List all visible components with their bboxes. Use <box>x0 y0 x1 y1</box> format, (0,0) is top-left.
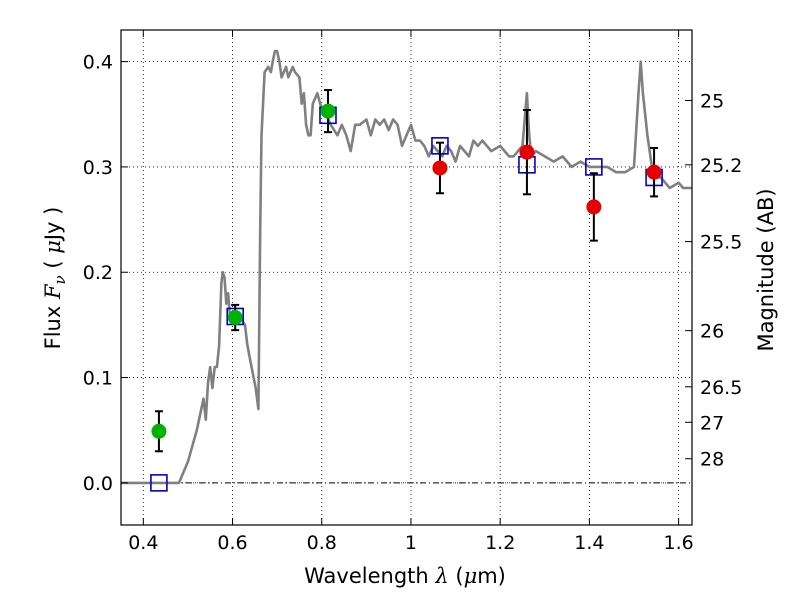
x-tick-label: 1.6 <box>664 532 694 554</box>
grid-lines <box>121 30 692 525</box>
y-tick-label: 0.3 <box>83 157 113 179</box>
magnitude-tick-label: 27 <box>700 412 724 434</box>
y-axis-ticks: 0.0 0.1 0.2 0.3 0.4 <box>83 52 128 495</box>
y-tick-label: 0.0 <box>83 473 113 495</box>
observed-flux-point <box>646 164 662 180</box>
x-axis-label: Wavelength λ (μm) <box>304 564 506 588</box>
micro-symbol: μ <box>464 564 478 588</box>
y-axis-label: Flux Fν ( μJy ) <box>41 207 69 350</box>
x-tick-label: 0.8 <box>307 532 337 554</box>
x-tick-label: 1 <box>405 532 417 554</box>
magnitude-tick-label: 28 <box>700 449 724 471</box>
x-tick-label: 0.6 <box>217 532 247 554</box>
observed-flux-point <box>227 310 243 326</box>
magnitude-tick-label: 25.2 <box>700 155 742 177</box>
observed-flux-markers <box>151 89 662 453</box>
x-tick-label: 0.4 <box>128 532 158 554</box>
x-tick-label: 1.4 <box>574 532 604 554</box>
observed-flux-point <box>586 199 602 215</box>
y-tick-label: 0.4 <box>83 52 113 74</box>
model-spectrum-line <box>121 49 692 485</box>
y-tick-label: 0.2 <box>83 262 113 284</box>
magnitude-tick-label: 25.5 <box>700 232 742 254</box>
magnitude-tick-label: 26 <box>700 321 724 343</box>
f-symbol: F <box>41 283 65 300</box>
x-tick-label: 1.2 <box>485 532 515 554</box>
model-flux-square <box>150 474 168 492</box>
observed-flux-point <box>519 144 535 160</box>
y-tick-label: 0.1 <box>83 368 113 390</box>
lambda-symbol: λ <box>434 564 448 588</box>
plot-frame <box>120 29 693 526</box>
observed-flux-point <box>151 423 167 439</box>
x-axis-ticks: 0.4 0.6 0.8 1 1.2 1.4 1.6 <box>128 30 694 554</box>
micro-symbol-y: μ <box>41 240 65 254</box>
magnitude-tick-label: 25 <box>700 90 724 112</box>
observed-flux-point <box>432 160 448 176</box>
magnitude-tick-label: 26.5 <box>700 377 742 399</box>
nu-subscript: ν <box>51 275 69 284</box>
plot-area <box>121 49 692 492</box>
magnitude-axis-label: Magnitude (AB) <box>754 188 778 351</box>
observed-flux-point <box>320 103 336 119</box>
magnitude-axis-ticks: 25 25.2 25.5 26 26.5 27 28 <box>685 90 742 471</box>
